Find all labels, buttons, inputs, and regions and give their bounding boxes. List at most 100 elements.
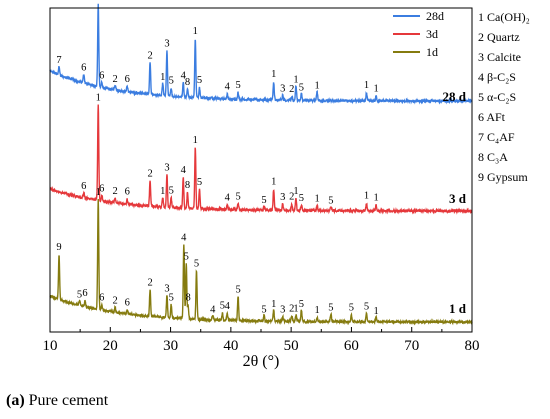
peak-label-28d: 5 — [169, 75, 174, 86]
peak-label-3d: 1 — [364, 190, 369, 201]
x-tick-label: 80 — [465, 338, 480, 354]
peak-label-1d: 6 — [82, 288, 87, 299]
peak-label-28d: 7 — [56, 55, 61, 66]
peak-label-1d: 1 — [293, 304, 298, 315]
trace-label-3d: 3 d — [449, 191, 467, 206]
peak-label-28d: 1 — [364, 80, 369, 91]
x-axis-ticks: 10 20 30 40 50 60 70 80 — [43, 327, 480, 354]
legend-label-3d: 3d — [426, 27, 438, 41]
peak-label-3d: 1 — [271, 176, 276, 187]
peak-label-3d: 5 — [328, 196, 333, 207]
peak-label-28d: 8 — [185, 77, 190, 88]
peak-label-1d: 4 — [181, 233, 187, 244]
peak-label-3d: 6 — [125, 186, 130, 197]
peak-label-1d: 5 — [220, 300, 225, 311]
peak-label-28d: 5 — [299, 82, 304, 93]
peak-label-3d: 2 — [147, 169, 152, 180]
phase-key-item: 5 α-C₂S — [478, 90, 516, 104]
peak-label-28d: 2 — [289, 84, 294, 95]
peak-label-28d: 3 — [280, 84, 285, 95]
x-tick-label: 50 — [284, 338, 299, 354]
peak-label-3d: 1 — [373, 193, 378, 204]
phase-key-item: 1 Ca(OH)₂ — [478, 10, 530, 24]
plot-frame — [49, 7, 473, 333]
peak-label-3d: 1 — [193, 135, 198, 146]
x-tick-label: 20 — [103, 338, 118, 354]
trace-label-1d: 1 d — [449, 301, 467, 316]
peak-label-1d: 5 — [77, 289, 82, 300]
peak-label-28d: 4 — [181, 70, 187, 81]
peak-label-28d: 2 — [112, 74, 117, 85]
peak-label-3d: 1 — [96, 93, 101, 104]
legend-label-28d: 28d — [426, 9, 444, 23]
figure-caption: (a) Pure cement — [6, 392, 108, 410]
peak-label-1d: 3 — [164, 283, 169, 294]
peak-label-28d: 4 — [225, 81, 231, 92]
peak-label-28d: 1 — [373, 83, 378, 94]
phase-key-item: 2 Quartz — [478, 30, 520, 44]
caption-text: Pure cement — [24, 392, 109, 409]
peak-label-3d: 3 — [280, 192, 285, 203]
trace-label-28d: 28 d — [443, 89, 467, 104]
peak-label-28d: 1 — [314, 80, 319, 91]
peak-label-28d: 3 — [164, 38, 169, 49]
peak-label-1d: 1 — [96, 187, 101, 198]
peak-label-1d: 1 — [373, 306, 378, 317]
trace-end-labels: 28 d 3 d 1 d — [443, 89, 467, 316]
peak-label-1d: 6 — [125, 297, 130, 308]
peak-label-1d: 1 — [314, 305, 319, 316]
phase-key-item: 8 C₃A — [478, 150, 508, 164]
peak-label-28d: 1 — [193, 26, 198, 37]
x-axis-title: 2θ (°) — [243, 353, 280, 370]
peak-label-1d: 4 — [225, 301, 231, 312]
peak-label-3d: 4 — [181, 165, 187, 176]
peak-label-1d: 5 — [235, 285, 240, 296]
trace-28d — [49, 3, 473, 105]
legend: 28d 3d 1d — [393, 9, 444, 59]
peak-label-1d: 8 — [185, 293, 190, 304]
peak-label-1d: 5 — [194, 258, 199, 269]
phase-key-item: 7 C₄AF — [478, 130, 515, 144]
peak-label-1d: 5 — [184, 251, 189, 262]
caption-tag: (a) — [6, 392, 25, 409]
peak-label-3d: 3 — [164, 162, 169, 173]
x-tick-label: 70 — [404, 338, 419, 354]
trace-1d — [49, 199, 473, 326]
peak-label-3d: 8 — [185, 180, 190, 191]
legend-label-1d: 1d — [426, 45, 438, 59]
trace-3d — [49, 104, 473, 215]
peak-label-1d: 6 — [99, 293, 104, 304]
peak-label-1d: 4 — [210, 304, 216, 315]
peak-label-1d: 5 — [349, 303, 354, 314]
peak-label-3d: 5 — [261, 195, 266, 206]
peak-label-3d: 5 — [235, 192, 240, 203]
x-tick-label: 60 — [344, 338, 359, 354]
peak-label-28d: 1 — [271, 69, 276, 80]
xrd-chart: 7616262135481545132151116162621354815455… — [43, 0, 530, 370]
peak-label-28d: 6 — [125, 74, 130, 85]
peak-label-28d: 5 — [235, 80, 240, 91]
peak-label-1d: 3 — [280, 305, 285, 316]
peak-label-1d: 5 — [328, 302, 333, 313]
phase-key-item: 4 β-C₂S — [478, 70, 516, 84]
peak-label-28d: 1 — [160, 72, 165, 83]
phase-key-item: 3 Calcite — [478, 50, 521, 64]
phase-key-item: 6 AFt — [478, 110, 506, 124]
peak-label-3d: 5 — [169, 186, 174, 197]
peak-label-3d: 2 — [112, 186, 117, 197]
peak-label-3d: 1 — [160, 186, 165, 197]
peak-label-28d: 6 — [99, 70, 104, 81]
peak-label-1d: 9 — [56, 242, 61, 253]
peak-label-1d: 5 — [169, 293, 174, 304]
peak-label-28d: 1 — [293, 74, 298, 85]
peak-index-labels: 7616262135481545132151116162621354815455… — [56, 0, 378, 317]
phase-key-item: 9 Gypsum — [478, 170, 528, 184]
x-tick-label: 10 — [43, 338, 58, 354]
peak-label-3d: 6 — [81, 181, 86, 192]
peak-label-3d: 6 — [99, 184, 104, 195]
diffraction-traces — [49, 3, 473, 326]
peak-label-1d: 5 — [261, 304, 266, 315]
peak-label-1d: 2 — [147, 278, 152, 289]
peak-label-28d: 6 — [81, 63, 86, 74]
peak-label-28d: 5 — [197, 75, 202, 86]
